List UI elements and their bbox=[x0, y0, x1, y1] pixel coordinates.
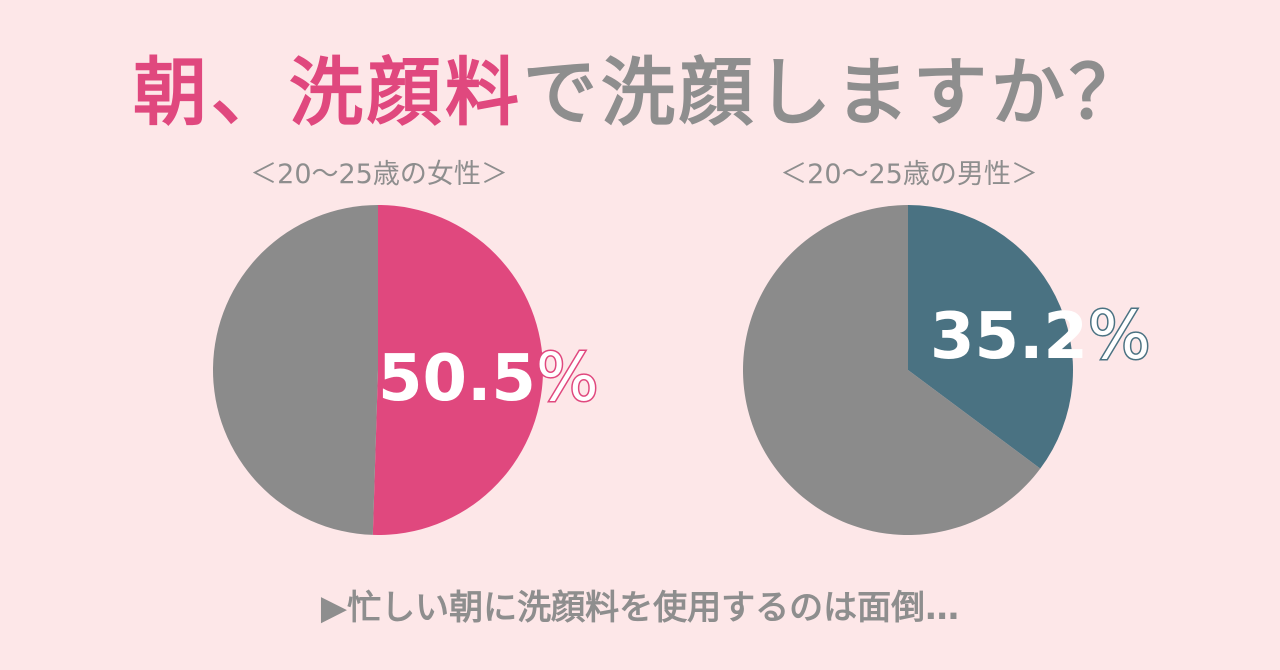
chart-women-title: ＜20〜25歳の女性＞ bbox=[250, 159, 508, 190]
men-data-label: 35.2% bbox=[930, 297, 1151, 374]
women-slice-0 bbox=[372, 205, 544, 535]
title-part-question: で洗顔しますか？ bbox=[523, 50, 1147, 136]
pie-chart-men: 35.2% bbox=[743, 205, 1152, 535]
page-title: 朝、洗顔料で洗顔しますか？ bbox=[0, 48, 1280, 138]
men-unit: % bbox=[1088, 297, 1151, 374]
pie-chart-women: 50.5% bbox=[213, 205, 600, 535]
women-data-label: 50.5% bbox=[378, 339, 599, 416]
women-slice-1 bbox=[213, 205, 378, 535]
women-unit: % bbox=[536, 339, 599, 416]
men-value: 35.2 bbox=[930, 300, 1088, 374]
chart-men-title: ＜20〜25歳の男性＞ bbox=[780, 159, 1038, 190]
men-slice-1 bbox=[743, 205, 1041, 535]
footer-caption: ▶忙しい朝に洗顔料を使用するのは面倒… bbox=[320, 588, 960, 628]
title-part-morning: 朝、 bbox=[133, 50, 289, 136]
women-value: 50.5 bbox=[378, 342, 536, 416]
title-part-cleanser: 洗顔料 bbox=[289, 50, 523, 136]
men-slice-0 bbox=[908, 205, 1073, 469]
